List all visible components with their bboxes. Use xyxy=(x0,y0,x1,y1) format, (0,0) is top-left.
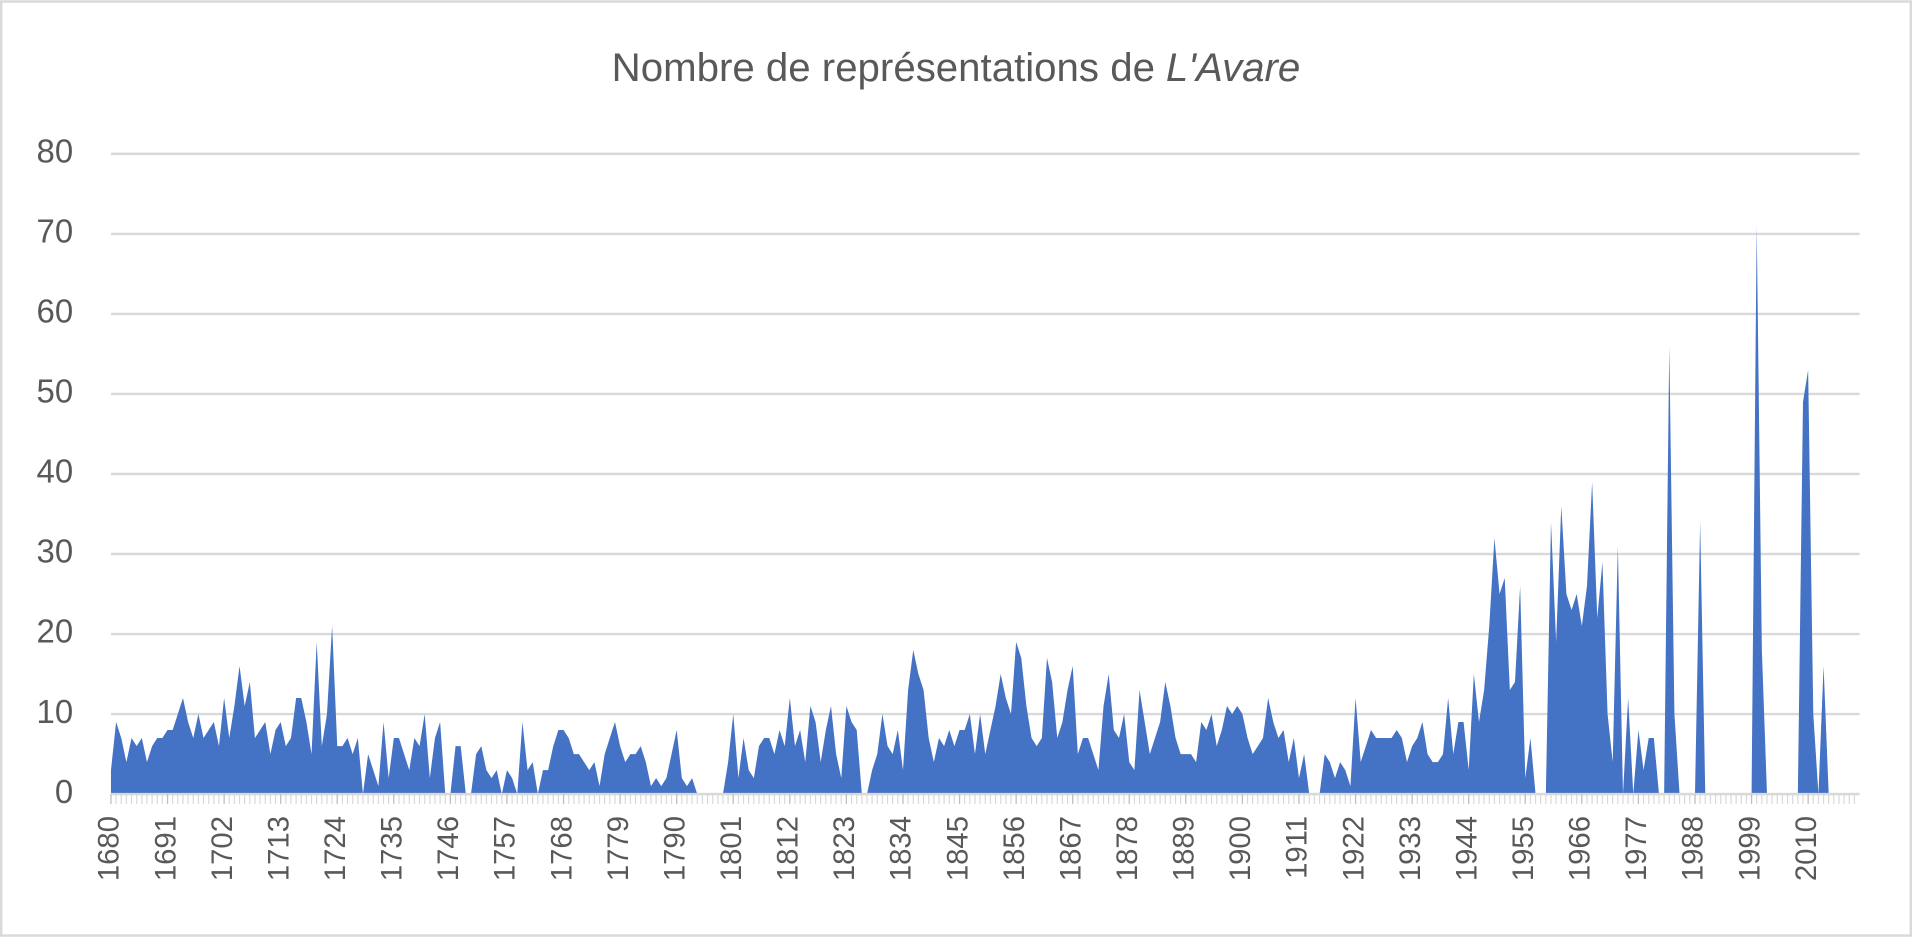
x-tick-label: 1911 xyxy=(1282,816,1314,879)
x-tick-label: 1944 xyxy=(1451,816,1483,881)
chart-title: Nombre de représentations de L'Avare xyxy=(612,44,1301,89)
x-tick-label: 1790 xyxy=(659,816,691,881)
y-tick-label: 10 xyxy=(37,693,74,730)
y-tick-label: 40 xyxy=(37,453,74,490)
y-tick-label: 20 xyxy=(37,613,74,650)
x-tick-label: 1856 xyxy=(999,816,1031,881)
x-tick-label: 1834 xyxy=(886,816,918,881)
x-tick-label: 1757 xyxy=(490,816,522,881)
x-tick-label: 1823 xyxy=(829,816,861,881)
x-tick-label: 1801 xyxy=(716,816,748,881)
x-tick-label: 1988 xyxy=(1678,816,1710,881)
x-tick-label: 1812 xyxy=(773,816,805,881)
x-tick-label: 1977 xyxy=(1621,816,1653,881)
y-tick-label: 50 xyxy=(37,373,74,410)
x-tick-label: 1724 xyxy=(320,816,352,881)
x-tick-label: 1735 xyxy=(377,816,409,881)
x-tick-label: 1746 xyxy=(433,816,465,881)
y-tick-label: 70 xyxy=(37,213,74,250)
x-tick-label: 1922 xyxy=(1338,816,1370,881)
x-tick-label: 1713 xyxy=(263,816,295,881)
x-tick-label: 2010 xyxy=(1791,816,1823,881)
x-tick-label: 1680 xyxy=(94,816,126,881)
x-tick-label: 1966 xyxy=(1565,816,1597,881)
x-tick-label: 1878 xyxy=(1112,816,1144,881)
x-tick-label: 1889 xyxy=(1169,816,1201,881)
x-tick-label: 1999 xyxy=(1734,816,1766,881)
title-text: Nombre de représentations de xyxy=(612,44,1155,89)
title-italic: L'Avare xyxy=(1166,44,1300,89)
y-tick-label: 80 xyxy=(37,133,74,170)
y-tick-label: 0 xyxy=(55,773,73,810)
y-tick-label: 60 xyxy=(37,293,74,330)
x-tick-label: 1867 xyxy=(1055,816,1087,881)
x-tick-label: 1691 xyxy=(150,816,182,881)
x-tick-label: 1933 xyxy=(1395,816,1427,881)
x-tick-label: 1768 xyxy=(546,816,578,881)
x-tick-label: 1779 xyxy=(603,816,635,881)
x-tick-label: 1900 xyxy=(1225,816,1257,881)
x-tick-label: 1845 xyxy=(942,816,974,881)
y-tick-label: 30 xyxy=(37,533,74,570)
x-tick-label: 1702 xyxy=(207,816,239,881)
x-tick-label: 1955 xyxy=(1508,816,1540,881)
